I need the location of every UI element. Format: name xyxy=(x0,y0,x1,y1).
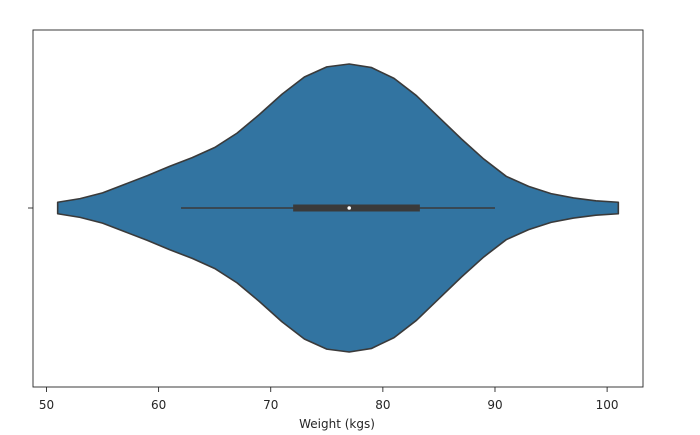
x-tick-label: 100 xyxy=(596,398,619,412)
x-tick-label: 60 xyxy=(151,398,166,412)
x-tick-label: 90 xyxy=(487,398,502,412)
x-tick-label: 70 xyxy=(263,398,278,412)
x-tick-label: 80 xyxy=(375,398,390,412)
x-tick-label: 50 xyxy=(39,398,54,412)
box-iqr xyxy=(293,204,420,212)
x-ticks: 50 60 70 80 90 100 xyxy=(39,387,619,412)
box-layer xyxy=(181,204,495,212)
x-axis-label: Weight (kgs) xyxy=(299,417,375,431)
median-marker xyxy=(347,206,352,210)
